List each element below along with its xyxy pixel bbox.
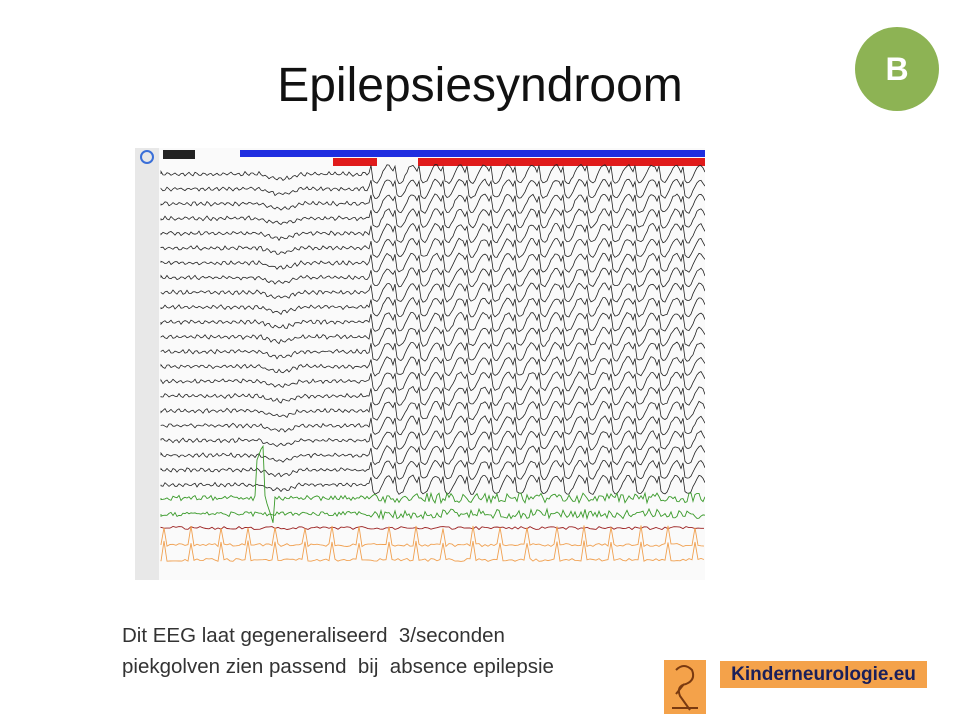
eeg-red-bar [418, 158, 705, 166]
eeg-trace [160, 163, 705, 185]
eeg-trace [160, 326, 705, 348]
eeg-red-bar [333, 158, 377, 166]
eeg-trace [160, 237, 705, 259]
logo-figure [672, 665, 698, 711]
eeg-image [135, 148, 705, 580]
eeg-trace [160, 540, 705, 562]
eeg-trace [160, 341, 705, 362]
slide-title: Epilepsiesyndroom [277, 59, 683, 112]
eeg-trace [160, 370, 705, 392]
eeg-traces [160, 163, 705, 562]
eeg-trace [160, 282, 705, 303]
eeg-trace [160, 178, 705, 199]
eeg-trace [160, 400, 705, 422]
eeg-trace [160, 193, 705, 214]
eeg-trace [160, 445, 705, 466]
eeg-trace [160, 208, 705, 229]
eeg-trace [160, 311, 705, 333]
logo-text: Kinderneurologie.eu [720, 661, 927, 688]
eeg-trace [160, 444, 705, 523]
eeg-trace [160, 459, 705, 480]
eeg-trace [160, 267, 705, 288]
caption-line: Dit EEG laat gegeneraliseerd 3/seconden [122, 624, 505, 647]
eeg-trace [160, 474, 705, 495]
channel-column [135, 148, 159, 580]
eeg-trace [160, 526, 704, 531]
eeg-trace [160, 297, 705, 318]
logo-icon-bg [664, 660, 706, 714]
logo-icon [664, 660, 706, 714]
eeg-trace [160, 222, 705, 244]
eeg-trace [160, 252, 705, 274]
eeg-trace [160, 507, 705, 521]
eeg-trace [160, 356, 705, 377]
eeg-trace [160, 430, 705, 451]
eeg-tag [163, 150, 195, 159]
caption-line: piekgolven zien passend bij absence epil… [122, 655, 554, 678]
eeg-trace [160, 385, 705, 407]
eeg-blue-bar [240, 150, 705, 157]
eeg-icon [140, 150, 154, 164]
eeg-trace [160, 525, 705, 548]
eeg-trace [160, 415, 705, 436]
badge: B [855, 27, 939, 111]
